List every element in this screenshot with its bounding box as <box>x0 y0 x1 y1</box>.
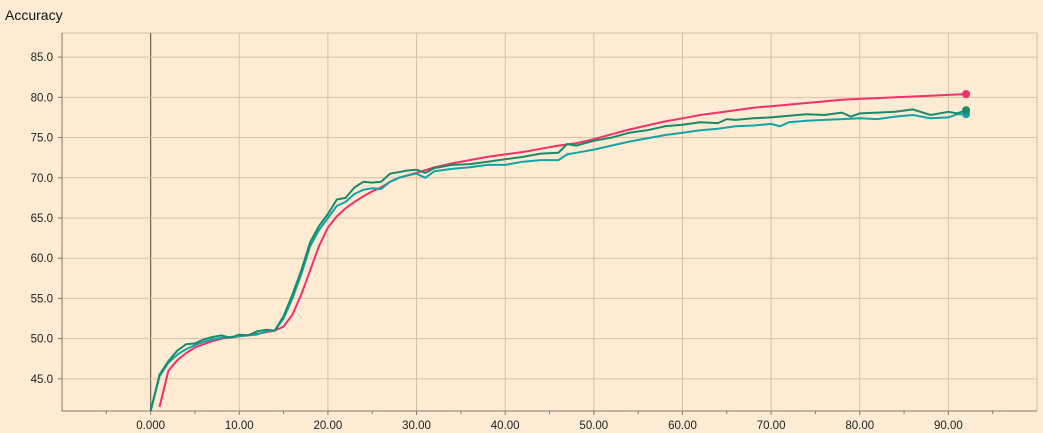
x-tick-label: 90.00 <box>934 420 963 432</box>
x-tick-label: 70.00 <box>757 420 786 432</box>
chart-title: Accuracy <box>5 7 63 23</box>
series-endpoint-1 <box>962 90 971 99</box>
x-tick-label: 40.00 <box>491 420 520 432</box>
y-tick-label: 70.0 <box>31 173 53 185</box>
series-line-2 <box>149 113 967 411</box>
x-tick-label: 30.00 <box>402 420 431 432</box>
x-tick-label: 60.00 <box>668 420 697 432</box>
series-line-3 <box>149 108 967 411</box>
y-tick-label: 50.0 <box>31 334 53 346</box>
plot-border <box>61 32 1038 412</box>
y-tick-label: 45.0 <box>31 374 53 386</box>
x-tick-label: 0.000 <box>136 420 165 432</box>
y-tick-label: 60.0 <box>31 253 53 265</box>
y-tick-label: 85.0 <box>31 52 53 64</box>
x-tick-label: 10.00 <box>225 420 254 432</box>
series-endpoint-3 <box>962 106 971 115</box>
x-tick-label: 80.00 <box>845 420 874 432</box>
x-tick-label: 20.00 <box>314 420 343 432</box>
x-tick-label: 50.00 <box>579 420 608 432</box>
y-tick-label: 65.0 <box>31 213 53 225</box>
y-tick-label: 75.0 <box>31 133 53 145</box>
series-line-1 <box>158 93 967 408</box>
y-tick-label: 80.0 <box>31 92 53 104</box>
y-tick-label: 55.0 <box>31 293 53 305</box>
